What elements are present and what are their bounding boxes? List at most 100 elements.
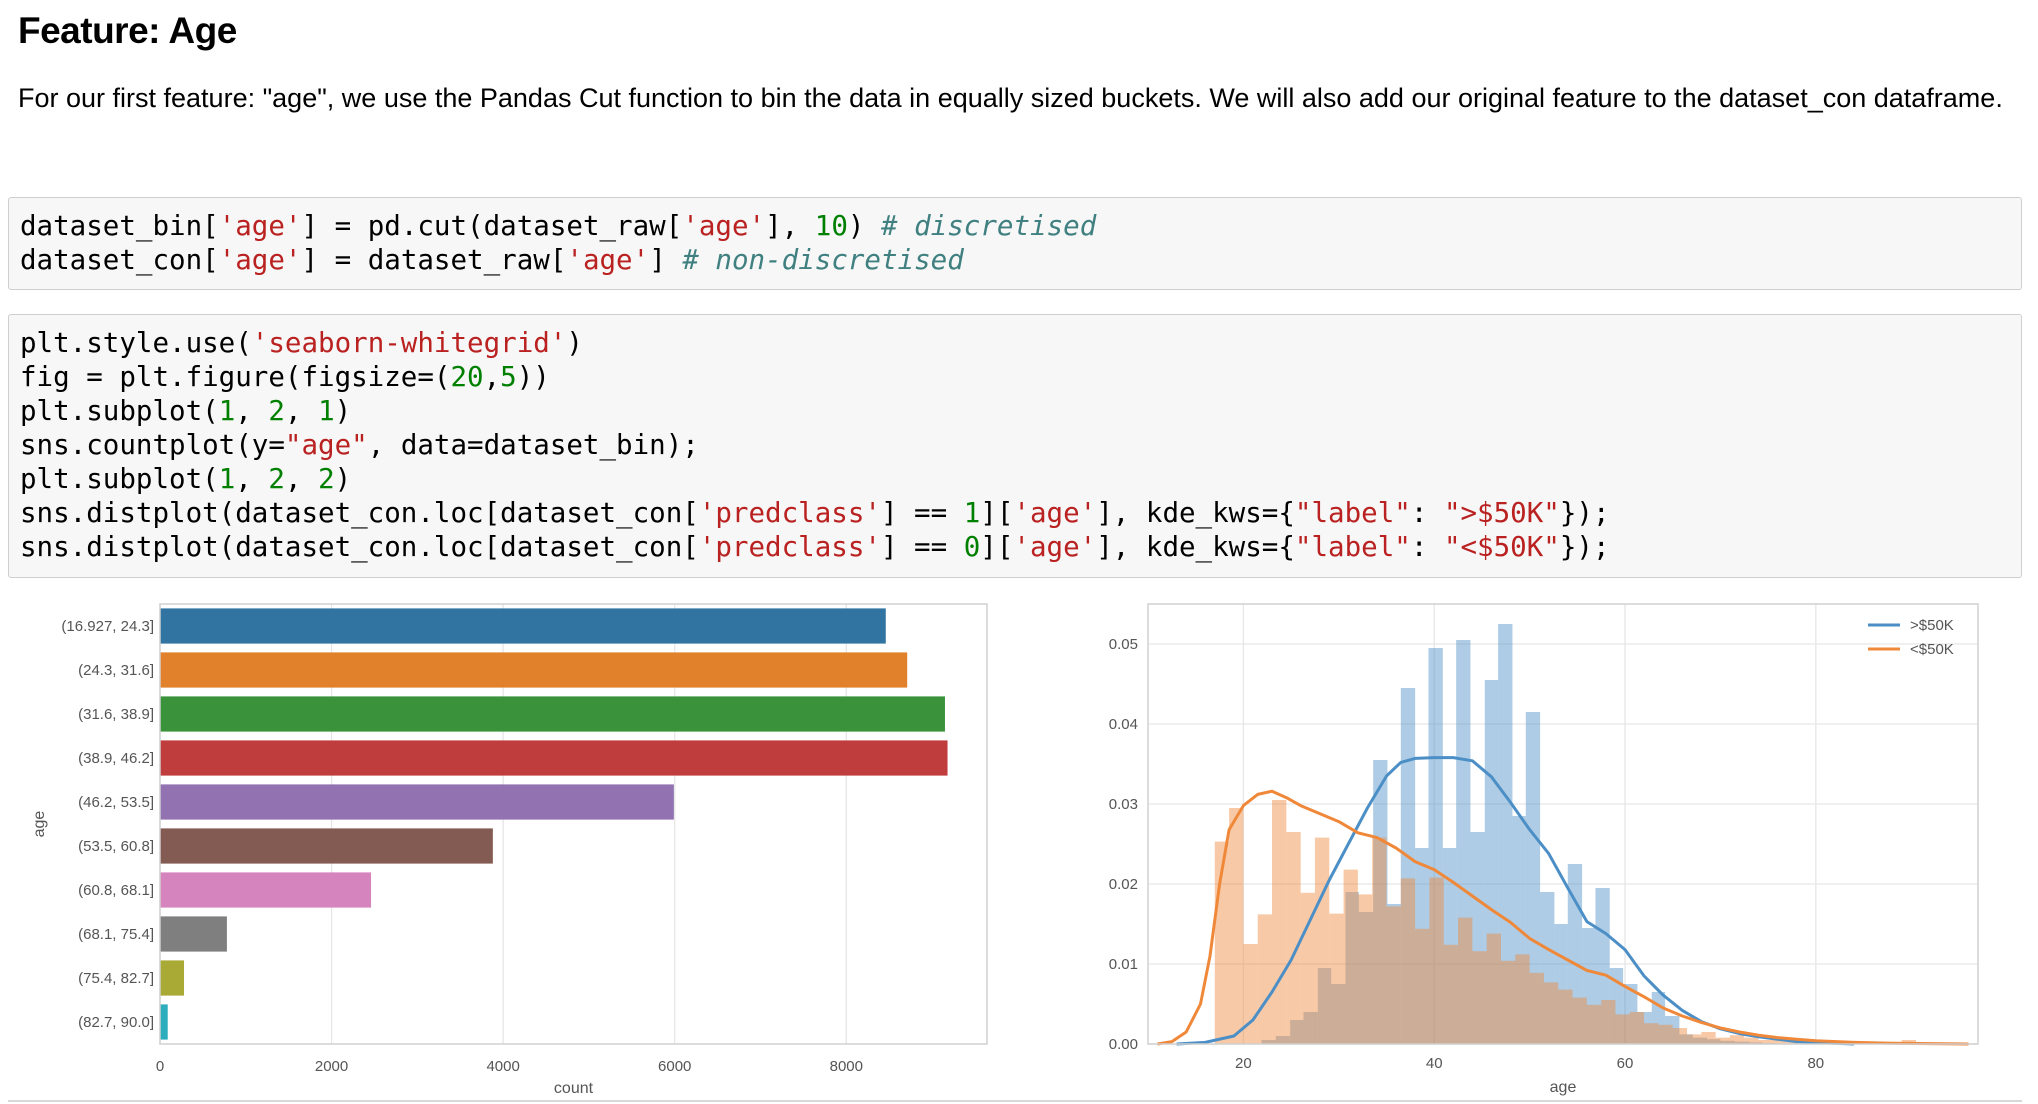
y-tick-label: 0.00 bbox=[1109, 1036, 1138, 1053]
hist-bar bbox=[1303, 1012, 1318, 1044]
hist-bar bbox=[1470, 832, 1485, 1044]
x-tick-label: 0 bbox=[156, 1058, 164, 1075]
hist-bar bbox=[1707, 1039, 1721, 1044]
hist-bar bbox=[1637, 1012, 1652, 1044]
code-line: dataset_con['age'] = dataset_raw['age'] … bbox=[20, 244, 964, 276]
code-token: plt.subplot( bbox=[20, 395, 219, 427]
code-token: , data=dataset_bin); bbox=[367, 429, 699, 461]
code-cell-2[interactable]: plt.style.use('seaborn-whitegrid') fig =… bbox=[8, 314, 2022, 578]
hist-bar bbox=[1484, 680, 1499, 1044]
code-token: 'predclass' bbox=[698, 531, 881, 563]
code-token: 'age' bbox=[682, 210, 766, 242]
hist-bar bbox=[1500, 960, 1516, 1044]
code-token: 1 bbox=[218, 463, 236, 495]
hist-bar bbox=[1458, 917, 1473, 1044]
code-token: , bbox=[235, 395, 269, 427]
x-tick-label: 20 bbox=[1235, 1055, 1252, 1072]
code-token: , bbox=[284, 395, 319, 427]
code-token: }); bbox=[1559, 531, 1610, 563]
bar bbox=[160, 1004, 168, 1040]
code-token: 'age' bbox=[1013, 531, 1097, 563]
code-token: 0 bbox=[963, 531, 981, 563]
hist-bar bbox=[1429, 877, 1444, 1044]
y-tick-label: 0.04 bbox=[1109, 716, 1138, 733]
code-line: sns.distplot(dataset_con.loc[dataset_con… bbox=[20, 497, 1610, 529]
legend-label: <$50K bbox=[1910, 641, 1954, 658]
hist-bar bbox=[1456, 640, 1471, 1044]
y-tick-label: (24.3, 31.6] bbox=[78, 662, 154, 679]
y-tick-label: (60.8, 68.1] bbox=[78, 882, 154, 899]
hist-bar bbox=[1595, 888, 1610, 1044]
x-tick-label: 60 bbox=[1617, 1055, 1634, 1072]
code-token: 2 bbox=[268, 395, 285, 427]
x-tick-label: 40 bbox=[1426, 1055, 1443, 1072]
code-token: , bbox=[235, 463, 269, 495]
hist-bar bbox=[1229, 808, 1244, 1044]
hist-bar bbox=[1543, 982, 1559, 1044]
code-token: "label" bbox=[1294, 531, 1411, 563]
code-token: ] = pd.cut(dataset_raw[ bbox=[301, 210, 683, 242]
code-token: 5 bbox=[500, 361, 517, 393]
hist-bar bbox=[1286, 832, 1301, 1044]
hist-bar bbox=[1540, 892, 1555, 1044]
hist-bar bbox=[1387, 904, 1401, 1044]
bar bbox=[160, 608, 886, 644]
kde-line bbox=[1176, 756, 1855, 1046]
y-tick-label: 0.01 bbox=[1109, 956, 1138, 973]
code-token: ] = dataset_raw[ bbox=[301, 244, 567, 276]
code-token: 'age' bbox=[218, 244, 302, 276]
code-block-1: dataset_bin['age'] = pd.cut(dataset_raw[… bbox=[20, 209, 1096, 277]
code-token: # discretised bbox=[881, 210, 1097, 242]
countplot-age-bins: 0 2000 4000 6000 8000 (16.927, 24.3] (24.3, 31… bbox=[31, 603, 988, 1097]
intro-paragraph: For our first feature: "age", we use the… bbox=[18, 83, 2003, 113]
code-token: sns.distplot(dataset_con.loc[dataset_con… bbox=[20, 531, 699, 563]
hist-bar bbox=[1343, 869, 1358, 1044]
y-tick-label: (68.1, 75.4] bbox=[78, 926, 154, 943]
x-tick-label: 6000 bbox=[658, 1058, 691, 1075]
code-token: 'age' bbox=[1013, 497, 1097, 529]
code-line: plt.style.use('seaborn-whitegrid') bbox=[20, 327, 583, 359]
y-tick-label: (75.4, 82.7] bbox=[78, 970, 154, 987]
hist-bar bbox=[1679, 1034, 1693, 1044]
hist-bar bbox=[1772, 1038, 1788, 1044]
code-line: sns.countplot(y="age", data=dataset_bin)… bbox=[20, 429, 699, 461]
hist-bar bbox=[1415, 848, 1429, 1044]
hist-bar bbox=[1572, 997, 1587, 1044]
code-token: 2 bbox=[268, 463, 285, 495]
hist-bar bbox=[1758, 1040, 1773, 1044]
code-token: ] == bbox=[880, 497, 964, 529]
code-token: sns.countplot(y= bbox=[20, 429, 285, 461]
code-token: 20 bbox=[450, 361, 484, 393]
code-line: dataset_bin['age'] = pd.cut(dataset_raw[… bbox=[20, 210, 1096, 242]
x-axis-label: age bbox=[1550, 1079, 1577, 1096]
code-token: 'age' bbox=[566, 244, 650, 276]
hist-bar bbox=[1701, 1032, 1716, 1044]
plot-frame bbox=[1147, 603, 1979, 1045]
y-tick-label: 0.05 bbox=[1109, 636, 1138, 653]
x-tick-label: 2000 bbox=[315, 1058, 348, 1075]
code-token: ][ bbox=[980, 531, 1014, 563]
code-token: 'age' bbox=[218, 210, 302, 242]
code-token: }); bbox=[1559, 497, 1610, 529]
hist-bar bbox=[1615, 1014, 1630, 1044]
bar bbox=[160, 960, 185, 996]
hist-bar bbox=[1498, 624, 1513, 1044]
code-token: : bbox=[1410, 531, 1444, 563]
hist-bar bbox=[1629, 1012, 1645, 1044]
x-tick-label: 8000 bbox=[830, 1058, 863, 1075]
hist-bar bbox=[1529, 972, 1544, 1044]
code-cell-1[interactable]: dataset_bin['age'] = pd.cut(dataset_raw[… bbox=[8, 197, 2022, 290]
cell-divider bbox=[8, 1100, 2022, 1102]
hist-bar bbox=[1472, 951, 1487, 1044]
hist-bar bbox=[1329, 913, 1344, 1044]
hist-bar bbox=[1672, 1028, 1688, 1044]
hist-bar bbox=[1665, 1016, 1680, 1044]
code-token: 1 bbox=[318, 395, 335, 427]
hist-bar bbox=[1651, 992, 1666, 1044]
code-token: ] == bbox=[880, 531, 964, 563]
code-token: : bbox=[1410, 497, 1444, 529]
code-line: sns.distplot(dataset_con.loc[dataset_con… bbox=[20, 531, 1610, 563]
hist-bar bbox=[1331, 984, 1346, 1044]
hist-bar bbox=[1400, 878, 1416, 1044]
code-token: 2 bbox=[318, 463, 335, 495]
